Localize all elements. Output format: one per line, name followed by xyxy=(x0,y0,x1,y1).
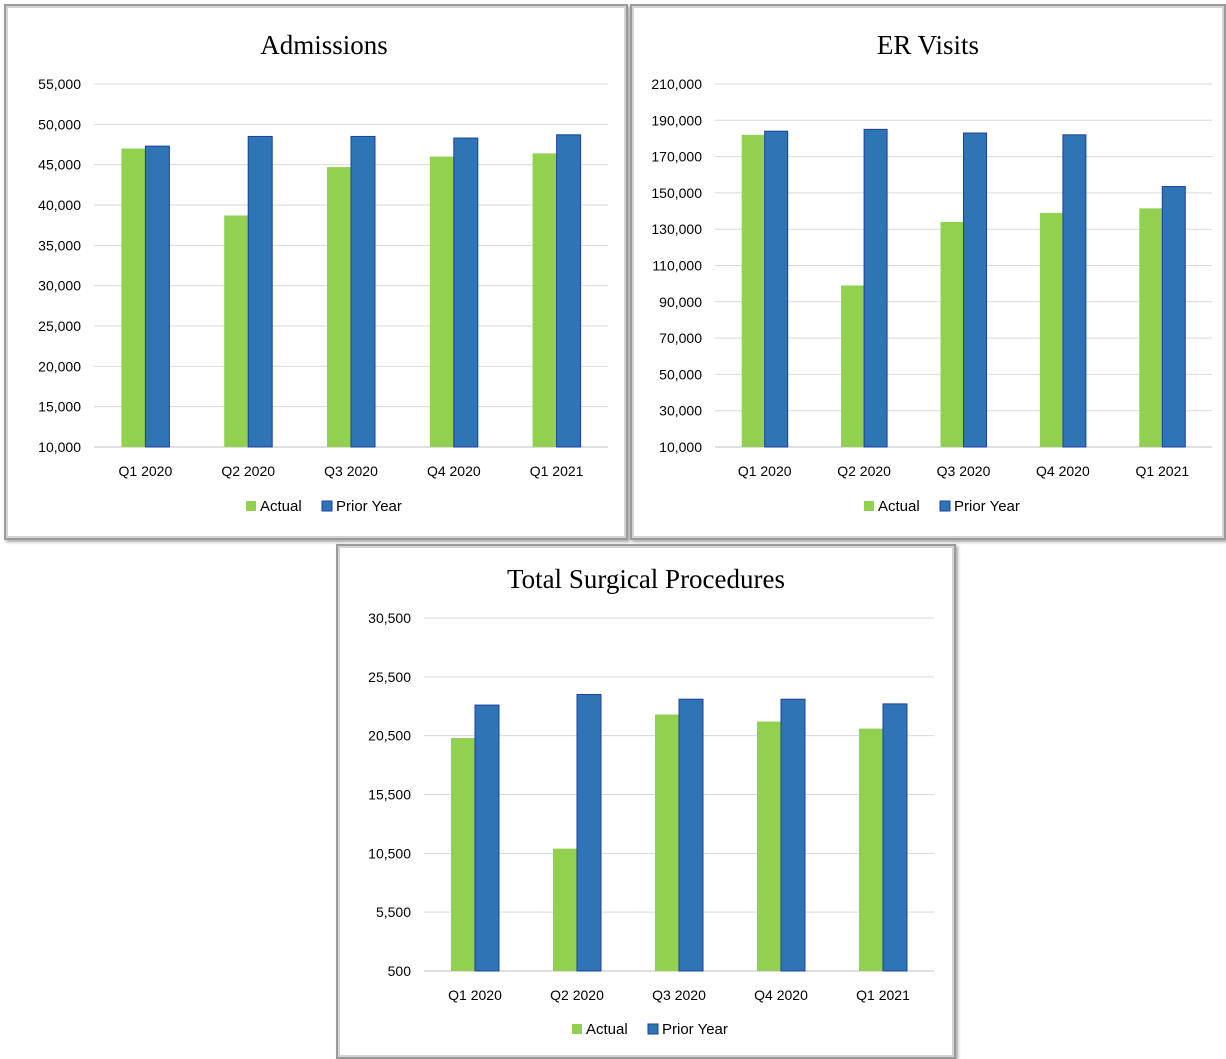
y-tick-label: 150,000 xyxy=(651,185,702,201)
admissions-chart-panel: Admissions 10,000 15,000 20,000 25,000 30,000… xyxy=(4,4,628,540)
bar-actual xyxy=(859,728,883,971)
y-tick-label: 45,000 xyxy=(38,157,81,173)
y-tick-label: 40,000 xyxy=(38,197,81,213)
bar-prior-year xyxy=(863,128,888,448)
y-tick-label: 25,000 xyxy=(38,318,81,334)
legend-swatch-prior-year xyxy=(939,500,951,512)
y-tick-label: 110,000 xyxy=(652,258,702,274)
bar-prior-year xyxy=(556,134,582,448)
legend-swatch-prior-year xyxy=(647,1023,659,1035)
bar-prior-year xyxy=(576,693,602,972)
bar-prior-year xyxy=(350,135,376,448)
x-category-label: Q4 2020 xyxy=(754,987,808,1003)
bar-prior-year xyxy=(764,130,789,448)
x-category-label: Q4 2020 xyxy=(1036,463,1090,479)
y-tick-label: 210,000 xyxy=(651,76,702,92)
er-visits-chart: ER Visits 10,000 30,000 50,000 70,000 90,000 1… xyxy=(651,30,1212,515)
y-tick-label: 190,000 xyxy=(651,112,702,128)
x-category-label: Q3 2020 xyxy=(652,987,706,1003)
bar-actual xyxy=(940,221,964,447)
y-tick-label: 170,000 xyxy=(651,149,702,165)
y-tick-label: 70,000 xyxy=(659,330,702,346)
x-category-label: Q4 2020 xyxy=(427,463,481,479)
bar-prior-year xyxy=(780,698,806,972)
bar-prior-year xyxy=(144,145,170,448)
x-category-label: Q2 2020 xyxy=(837,463,891,479)
x-category-label: Q1 2020 xyxy=(448,987,502,1003)
legend-label-actual: Actual xyxy=(878,498,920,515)
y-tick-label: 20,500 xyxy=(368,728,411,744)
y-tick-label: 500 xyxy=(388,963,412,979)
x-category-label: Q3 2020 xyxy=(324,463,378,479)
y-tick-label: 90,000 xyxy=(659,294,702,310)
y-tick-label: 20,000 xyxy=(38,358,81,374)
y-tick-label: 10,000 xyxy=(659,439,702,455)
bar-prior-year xyxy=(1062,134,1087,448)
y-tick-label: 35,000 xyxy=(38,237,81,253)
legend-label-actual: Actual xyxy=(260,498,302,515)
x-category-label: Q3 2020 xyxy=(937,463,991,479)
y-tick-label: 10,500 xyxy=(368,845,411,861)
bar-actual xyxy=(741,134,765,447)
bar-prior-year xyxy=(1161,186,1186,448)
x-category-label: Q1 2020 xyxy=(119,463,173,479)
bar-actual xyxy=(121,148,146,448)
bar-actual xyxy=(451,738,475,971)
admissions-chart: Admissions 10,000 15,000 20,000 25,000 30,000… xyxy=(38,30,608,515)
bar-actual xyxy=(1139,208,1163,447)
bar-prior-year xyxy=(474,704,500,972)
legend-label-prior-year: Prior Year xyxy=(336,498,402,515)
x-category-label: Q2 2020 xyxy=(221,463,275,479)
x-category-label: Q2 2020 xyxy=(550,987,604,1003)
legend-swatch-actual xyxy=(572,1024,582,1034)
bar-prior-year xyxy=(453,137,479,448)
y-tick-label: 10,000 xyxy=(38,439,81,455)
bar-actual xyxy=(532,153,557,447)
bar-actual xyxy=(327,167,351,447)
bar-prior-year xyxy=(247,135,273,448)
legend-label-prior-year: Prior Year xyxy=(662,1021,728,1038)
bar-actual xyxy=(1039,212,1063,447)
bar-actual xyxy=(429,156,454,447)
y-tick-label: 15,000 xyxy=(38,399,81,415)
bar-prior-year xyxy=(963,132,987,448)
legend-swatch-actual xyxy=(864,501,874,511)
er-visits-chart-panel: ER Visits 10,000 30,000 50,000 70,000 90,000 1… xyxy=(630,4,1226,540)
surgical-procedures-chart: Total Surgical Procedures 500 5,500 10,500 1… xyxy=(368,564,934,1038)
y-tick-label: 130,000 xyxy=(651,221,702,237)
x-category-label: Q1 2021 xyxy=(530,463,584,479)
legend-label-actual: Actual xyxy=(586,1021,628,1038)
bar-actual xyxy=(224,215,249,447)
y-tick-label: 50,000 xyxy=(38,116,81,132)
y-tick-label: 55,000 xyxy=(38,76,81,92)
legend-swatch-actual xyxy=(246,501,256,511)
legend-swatch-prior-year xyxy=(321,500,333,512)
x-category-label: Q1 2021 xyxy=(856,987,910,1003)
y-tick-label: 50,000 xyxy=(659,366,702,382)
y-tick-label: 30,000 xyxy=(659,403,702,419)
chart-title: Total Surgical Procedures xyxy=(507,564,785,594)
x-category-label: Q1 2021 xyxy=(1135,463,1189,479)
x-category-label: Q1 2020 xyxy=(738,463,792,479)
bar-actual xyxy=(841,285,865,447)
y-tick-label: 25,500 xyxy=(368,669,411,685)
y-tick-label: 30,000 xyxy=(38,278,81,294)
bar-actual xyxy=(757,721,781,971)
chart-title: ER Visits xyxy=(877,30,979,60)
y-tick-label: 15,500 xyxy=(368,787,411,803)
bar-prior-year xyxy=(882,703,908,972)
bar-actual xyxy=(655,714,679,971)
bar-prior-year xyxy=(678,698,704,972)
y-tick-label: 30,500 xyxy=(368,610,411,626)
bar-actual xyxy=(553,848,577,971)
chart-title: Admissions xyxy=(260,30,388,60)
legend-label-prior-year: Prior Year xyxy=(954,498,1020,515)
surgical-chart-panel: Total Surgical Procedures 500 5,500 10,500 1… xyxy=(336,544,956,1059)
y-tick-label: 5,500 xyxy=(376,904,411,920)
